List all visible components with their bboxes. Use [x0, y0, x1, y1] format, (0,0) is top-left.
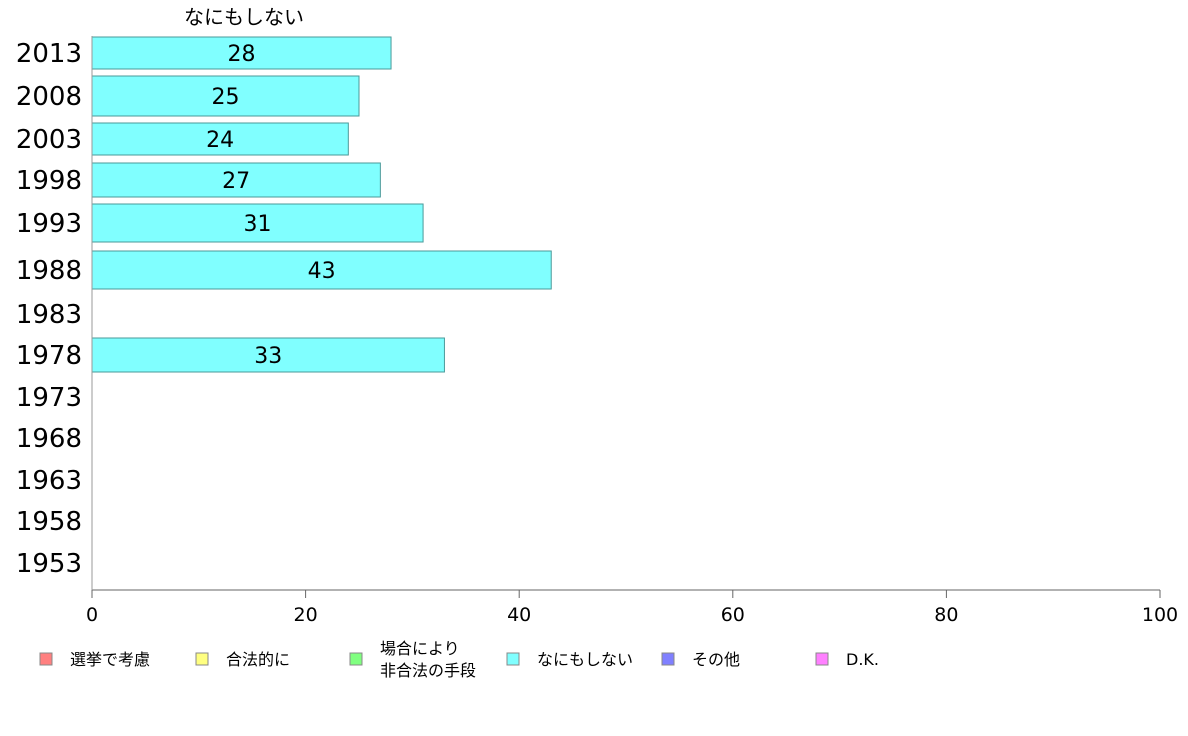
year-label-1958: 1958 — [16, 507, 82, 537]
year-label-1998: 1998 — [16, 166, 82, 196]
legend-label-3-0: なにもしない — [537, 650, 633, 669]
bars-group: 28 25 24 27 31 43 33 — [91, 36, 552, 373]
year-label-1963: 1963 — [16, 466, 82, 496]
year-label-1983: 1983 — [16, 300, 82, 330]
legend-swatch-2 — [349, 652, 363, 666]
year-label-1953: 1953 — [16, 549, 82, 579]
bar-1993 — [91, 203, 424, 243]
legend-item-3: なにもしない — [506, 650, 633, 669]
year-label-1993: 1993 — [16, 209, 82, 239]
legend-item-0: 選挙で考慮 — [39, 650, 150, 669]
bar-2008 — [91, 75, 360, 117]
year-label-1968: 1968 — [16, 424, 82, 454]
bar-value-label-2013: 28 — [228, 42, 256, 67]
x-axis: 0 20 40 60 80 100 — [86, 36, 1178, 626]
x-tick-label-0: 0 — [86, 604, 98, 626]
year-label-1988: 1988 — [16, 256, 82, 286]
x-tick-label-100: 100 — [1142, 604, 1178, 626]
year-label-1978: 1978 — [16, 341, 82, 371]
year-labels-group: 2013 2008 2003 1998 1993 1988 1983 1978 1973 1968… — [16, 39, 82, 579]
bar-2013 — [91, 36, 392, 70]
year-label-2003: 2003 — [16, 125, 82, 155]
x-tick-label-80: 80 — [934, 604, 958, 626]
bar-1998 — [91, 162, 381, 198]
bar-value-label-1998: 27 — [222, 169, 250, 194]
legend-label-5-0: D.K. — [846, 650, 879, 669]
bar-value-label-2008: 25 — [212, 85, 240, 110]
x-tick-label-20: 20 — [294, 604, 318, 626]
legend-label-2-1: 非合法の手段 — [380, 661, 476, 680]
bar-value-label-1993: 31 — [244, 212, 272, 237]
legend-label-2-0: 場合により — [380, 639, 460, 658]
legend-item-5: D.K. — [815, 650, 879, 669]
legend-item-1: 合法的に — [195, 650, 290, 669]
series-title: なにもしない — [184, 5, 304, 29]
legend-swatch-0 — [39, 652, 53, 666]
year-label-1973: 1973 — [16, 383, 82, 413]
legend-swatch-5 — [815, 652, 829, 666]
legend-item-4: その他 — [661, 650, 740, 669]
legend-swatch-3 — [506, 652, 520, 666]
year-label-2008: 2008 — [16, 82, 82, 112]
x-tick-label-40: 40 — [507, 604, 531, 626]
x-tick-label-60: 60 — [721, 604, 745, 626]
bar-1988 — [91, 250, 552, 290]
legend-label-4-0: その他 — [692, 650, 740, 669]
legend-swatch-4 — [661, 652, 675, 666]
bar-value-label-1978: 33 — [254, 344, 282, 369]
legend-label-1-0: 合法的に — [226, 650, 290, 669]
bar-value-label-2003: 24 — [206, 128, 234, 153]
legend-swatch-1 — [195, 652, 209, 666]
bar-2003 — [91, 122, 349, 156]
bar-value-label-1988: 43 — [308, 259, 336, 284]
bar-1978 — [91, 337, 445, 373]
year-label-2013: 2013 — [16, 39, 82, 69]
legend-label-0-0: 選挙で考慮 — [70, 650, 150, 669]
